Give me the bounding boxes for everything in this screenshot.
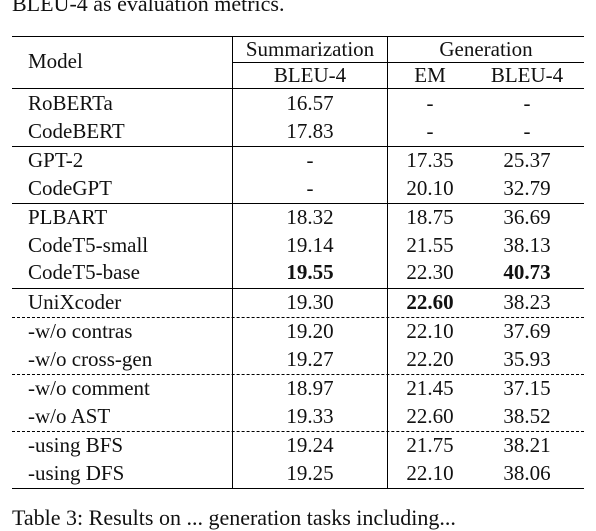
row-model: UniXcoder (28, 290, 122, 314)
row-gen-bleu4: 37.69 (503, 319, 551, 343)
row-model: GPT-2 (28, 148, 84, 172)
row-gen-bleu4: 32.79 (503, 176, 551, 200)
group-rule-1 (12, 146, 584, 147)
col-divider-1 (232, 36, 233, 488)
row-model: CodeBERT (28, 119, 125, 143)
row-gen-em: 22.10 (406, 461, 454, 485)
header-summarization: Summarization (245, 37, 375, 61)
row-sum-bleu4: - (306, 176, 314, 200)
row-gen-em: - (426, 119, 434, 143)
row-gen-em: - (426, 91, 434, 115)
header-gen-bleu4: BLEU-4 (490, 63, 564, 87)
group-rule-2 (12, 203, 584, 204)
row-gen-em: 21.75 (406, 433, 454, 457)
row-sum-bleu4: 17.83 (286, 119, 334, 143)
row-model: CodeT5-base (28, 260, 140, 284)
row-sum-bleu4: 19.27 (286, 347, 334, 371)
header-sum-bleu4: BLEU-4 (273, 63, 347, 87)
row-model: PLBART (28, 205, 108, 229)
row-gen-em: 22.10 (406, 319, 454, 343)
row-gen-em: 22.30 (406, 260, 454, 284)
dashed-rule-1 (12, 317, 584, 318)
row-sum-bleu4: 19.14 (286, 233, 334, 257)
row-model: -w/o contras (28, 319, 133, 343)
dashed-rule-3 (12, 431, 584, 432)
row-gen-em: 22.20 (406, 347, 454, 371)
row-model: -using DFS (28, 461, 125, 485)
bottom-caption: Table 3: Results on ... generation tasks… (12, 505, 456, 530)
top-caption: BLEU-4 as evaluation metrics. (12, 0, 285, 16)
row-model: -using BFS (28, 433, 124, 457)
row-gen-bleu4: 37.15 (503, 376, 551, 400)
row-sum-bleu4: 19.24 (286, 433, 334, 457)
row-gen-em: 20.10 (406, 176, 454, 200)
header-bottom-rule (12, 88, 584, 89)
row-sum-bleu4: 19.20 (286, 319, 334, 343)
col-divider-2 (387, 36, 388, 488)
row-gen-bleu4: 38.13 (503, 233, 551, 257)
row-gen-bleu4: - (523, 119, 531, 143)
results-table: Model Summarization Generation BLEU-4 EM… (12, 0, 584, 522)
row-sum-bleu4: 18.32 (286, 205, 334, 229)
row-model: CodeGPT (28, 176, 112, 200)
dashed-rule-2 (12, 374, 584, 375)
row-gen-em-best: 22.60 (406, 290, 454, 314)
row-model: CodeT5-small (28, 233, 149, 257)
row-model: RoBERTa (28, 91, 113, 115)
table-top-rule (12, 36, 584, 37)
header-generation: Generation (439, 37, 533, 61)
row-sum-bleu4: 19.33 (286, 404, 334, 428)
row-gen-bleu4: 38.23 (503, 290, 551, 314)
row-gen-bleu4: 38.52 (503, 404, 551, 428)
row-gen-bleu4: - (523, 91, 531, 115)
row-sum-bleu4: 16.57 (286, 91, 334, 115)
row-gen-em: 21.55 (406, 233, 454, 257)
row-model: -w/o cross-gen (28, 347, 153, 371)
row-gen-em: 22.60 (406, 404, 454, 428)
row-gen-bleu4: 36.69 (503, 205, 551, 229)
row-gen-bleu4: 35.93 (503, 347, 551, 371)
row-gen-bleu4: 25.37 (503, 148, 551, 172)
row-gen-bleu4: 38.06 (503, 461, 551, 485)
header-mid-rule (232, 62, 584, 63)
group-rule-3 (12, 288, 584, 289)
row-sum-bleu4: 19.25 (286, 461, 334, 485)
row-gen-em: 17.35 (406, 148, 454, 172)
row-sum-bleu4-best: 19.55 (286, 260, 334, 284)
row-gen-em: 21.45 (406, 376, 454, 400)
header-gen-em: EM (414, 63, 446, 87)
row-model: -w/o comment (28, 376, 150, 400)
table-bottom-rule (12, 488, 584, 489)
row-gen-em: 18.75 (406, 205, 454, 229)
row-sum-bleu4: 19.30 (286, 290, 334, 314)
row-gen-bleu4: 38.21 (503, 433, 551, 457)
row-gen-bleu4-best: 40.73 (503, 260, 551, 284)
header-model: Model (28, 49, 83, 73)
row-sum-bleu4: 18.97 (286, 376, 334, 400)
row-sum-bleu4: - (306, 148, 314, 172)
row-model: -w/o AST (28, 404, 111, 428)
